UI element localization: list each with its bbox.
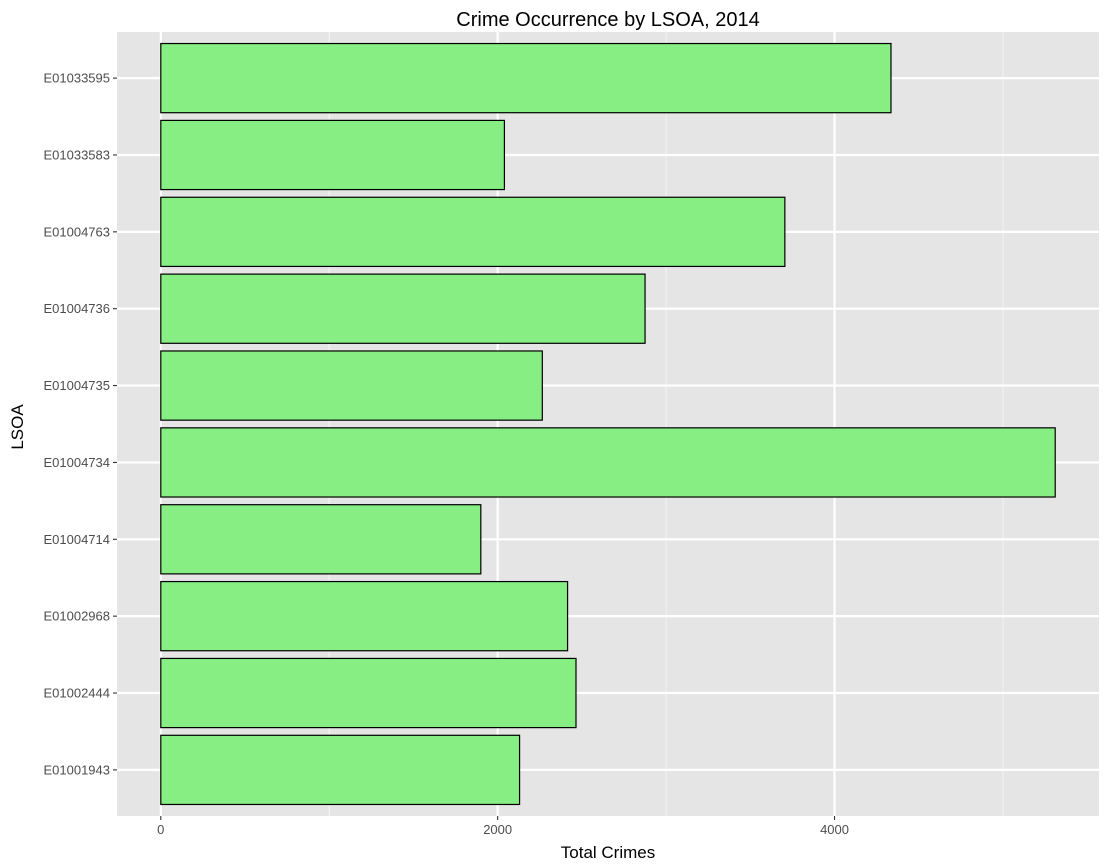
y-tick-label: E01004735: [43, 378, 110, 393]
y-tick-label: E01001943: [43, 762, 110, 777]
bar-E01033583: [160, 119, 506, 191]
x-tick-label: 2000: [483, 822, 512, 837]
y-tick-label: E01004763: [43, 224, 110, 239]
x-tick-label: 4000: [820, 822, 849, 837]
x-axis: 0 2000 4000: [157, 816, 849, 837]
bar-E01004763: [160, 196, 786, 268]
bar-E01001943: [160, 734, 521, 806]
y-tick-label: E01004734: [43, 455, 110, 470]
y-tick-label: E01033595: [43, 71, 110, 86]
x-axis-title: Total Crimes: [561, 843, 655, 862]
bar-E01004736: [160, 273, 646, 344]
y-tick-label: E01004736: [43, 301, 110, 316]
y-tick-label: E01033583: [43, 147, 110, 162]
y-axis: E01001943 E01002444 E01002968 E01004714 E010…: [43, 71, 117, 777]
x-tick-label: 0: [157, 822, 164, 837]
y-tick-label: E01002968: [43, 609, 110, 624]
bar-E01004714: [160, 504, 482, 575]
bars: [160, 42, 1056, 806]
y-tick-label: E01004714: [43, 532, 110, 547]
y-tick-label: E01002444: [43, 686, 110, 701]
bar-E01033595: [160, 42, 892, 114]
bar-E01004734: [160, 427, 1056, 498]
bar-E01002968: [160, 580, 569, 652]
y-axis-title: LSOA: [8, 404, 27, 450]
bar-E01004735: [160, 350, 543, 421]
chart-title: Crime Occurrence by LSOA, 2014: [456, 9, 759, 31]
bar-E01002444: [160, 657, 577, 729]
